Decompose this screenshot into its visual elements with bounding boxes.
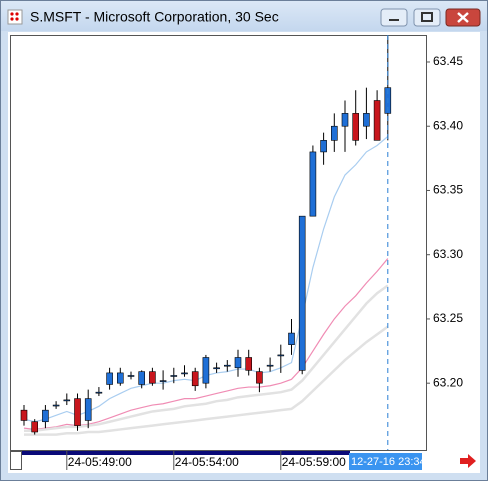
x-tick-label: 24-05:54:00 [175,455,239,469]
candle-body [181,372,188,375]
candle-body [320,140,327,153]
y-tick-label: 63.25 [433,311,463,325]
y-tick-label: 63.45 [433,54,463,68]
candle-body [213,367,220,370]
candle-body [363,113,370,127]
crosshair-label-box [349,453,422,470]
moving-average [24,284,389,432]
y-tick-label: 63.30 [433,247,463,261]
candle-body [170,375,178,377]
candle-body [330,125,338,141]
candle-body [202,357,210,384]
candle-body [117,372,124,384]
candle-body [74,398,81,426]
candle-body [159,380,167,382]
scroll-right-arrow[interactable] [460,454,476,468]
window-title: S.MSFT - Microsoft Corporation, 30 Sec [30,9,279,25]
close-icon [457,12,469,23]
candle-body [191,371,199,387]
candle-body [245,357,252,371]
candle-body [234,357,242,369]
moving-average [23,258,389,431]
candle-body [31,421,39,433]
candle-body [224,364,231,367]
app-icon [7,9,23,25]
candle-body [42,409,49,423]
y-tick-label: 63.20 [433,375,463,389]
minimize-icon [389,19,399,21]
maximize-icon [421,12,433,22]
candle-body [309,151,317,217]
candle-body [127,375,135,377]
corner-box [10,451,22,470]
candle-body [256,371,263,384]
moving-average [24,325,389,436]
y-tick-label: 63.40 [433,118,463,132]
candle-body [149,371,156,384]
candle-body [288,332,295,345]
maximize-button[interactable] [413,8,441,27]
candle-body [20,409,28,421]
x-tick-label: 24-05:59:00 [282,455,346,469]
candle-body [373,100,381,141]
candle-body [298,215,306,371]
candle-body [52,404,60,407]
time-scrollbar[interactable] [22,451,350,455]
candle-body [277,354,285,357]
x-tick-label: 24-05:49:00 [68,455,132,469]
y-tick-label: 63.35 [433,183,463,197]
minimize-button[interactable] [380,8,408,27]
candle-body [138,371,145,385]
candle-body [266,364,274,367]
candle-body [63,399,71,402]
candle-body [95,391,103,394]
crosshair-label: 12-27-16 23:34:00 [351,456,441,468]
candle-body [341,113,349,127]
plot-frame [10,35,427,451]
candle-body [84,398,92,421]
candle-body [106,372,113,385]
candle-body [352,113,360,141]
